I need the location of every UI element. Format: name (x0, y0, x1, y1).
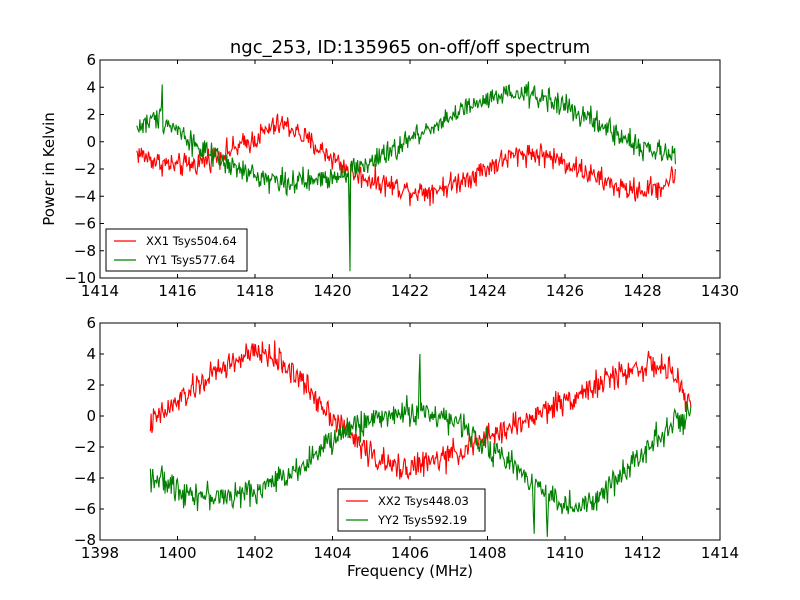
x-tick-label: 1424 (468, 282, 506, 300)
subplot-1: 1414 1416 1418 1420 1422 1424 1426 1428 1430 6 4 2 0… (40, 51, 739, 300)
x-tick-label: 1398 (81, 544, 119, 562)
legend-entry: YY2 Tsys592.19 (377, 513, 467, 527)
chart-title: ngc_253, ID:135965 on-off/off spectrum (230, 37, 590, 58)
x-tick-label: 1418 (236, 282, 274, 300)
x-tick-label: 1414 (81, 282, 119, 300)
x-tick-label: 1416 (158, 282, 196, 300)
y-tick-label: 0 (86, 407, 96, 425)
y-tick-label: −4 (74, 469, 96, 487)
x-tick-label: 1400 (158, 544, 196, 562)
subplot-2: 1398 1400 1402 1404 1406 1408 1410 1412 1414 6 4 2 0… (74, 314, 739, 580)
x-tick-label: 1426 (546, 282, 584, 300)
x-tick-label: 1430 (701, 282, 739, 300)
x-tick-label: 1404 (313, 544, 351, 562)
y-axis-label: Power in Kelvin (40, 112, 58, 226)
legend-entry: XX1 Tsys504.64 (146, 234, 237, 248)
legend-entry: YY1 Tsys577.64 (145, 253, 235, 267)
series-line-yy1 (136, 81, 676, 272)
y-tick-label: −6 (74, 500, 96, 518)
x-tick-label: 1414 (701, 544, 739, 562)
x-tick-label: 1406 (391, 544, 429, 562)
x-tick-label: 1420 (313, 282, 351, 300)
legend: XX2 Tsys448.03 YY2 Tsys592.19 (337, 488, 486, 532)
series-line-yy2 (149, 353, 692, 537)
y-tick-label: −10 (64, 269, 96, 287)
y-tick-label: 6 (86, 314, 96, 332)
legend-box (105, 228, 248, 272)
series-group (136, 81, 676, 272)
y-tick-label: −2 (74, 438, 96, 456)
y-tick-label: 2 (86, 376, 96, 394)
series-group (149, 340, 692, 537)
y-tick-label: −4 (74, 187, 96, 205)
plots-group: 1414 1416 1418 1420 1422 1424 1426 1428 1430 6 4 2 0… (40, 51, 739, 580)
x-tick-label: 1422 (391, 282, 429, 300)
x-tick-label: 1428 (623, 282, 661, 300)
x-tick-label: 1410 (546, 544, 584, 562)
legend-box (337, 488, 486, 532)
legend-entry: XX2 Tsys448.03 (378, 494, 469, 508)
y-tick-label: −6 (74, 215, 96, 233)
y-tick-label: −2 (74, 160, 96, 178)
y-tick-label: 2 (86, 106, 96, 124)
y-tick-label: −8 (74, 531, 96, 549)
x-axis-label: Frequency (MHz) (347, 562, 473, 580)
series-line-xx1 (136, 113, 676, 217)
y-tick-label: 4 (86, 78, 96, 96)
y-tick-label: −8 (74, 242, 96, 260)
y-tick-label: 0 (86, 133, 96, 151)
y-tick-label: 4 (86, 345, 96, 363)
series-line-xx2 (149, 340, 692, 481)
x-tick-label: 1408 (468, 544, 506, 562)
y-tick-label: 6 (86, 51, 96, 69)
x-tick-label: 1402 (236, 544, 274, 562)
legend: XX1 Tsys504.64 YY1 Tsys577.64 (105, 228, 248, 272)
x-tick-label: 1412 (623, 544, 661, 562)
